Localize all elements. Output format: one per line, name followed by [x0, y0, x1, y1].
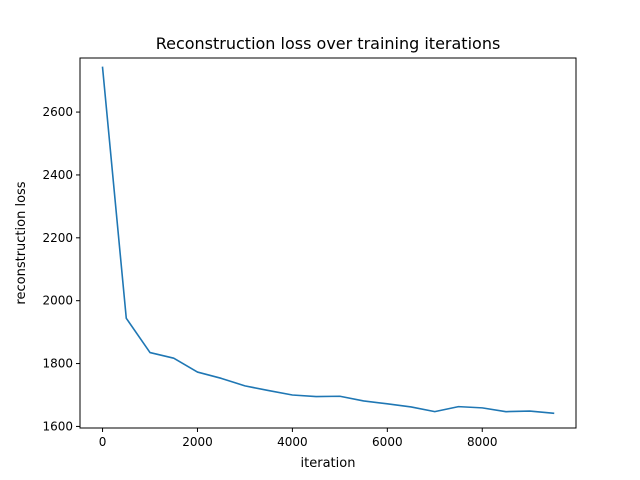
- loss-series-line: [101, 66, 555, 415]
- x-tick-label: 8000: [467, 435, 498, 449]
- y-tick-label: 1800: [42, 357, 73, 371]
- y-tick-label: 2200: [42, 231, 73, 245]
- y-tick-label: 1600: [42, 419, 73, 433]
- x-axis: 0 2000 4000 6000 8000: [99, 428, 498, 449]
- y-tick-label: 2000: [42, 294, 73, 308]
- y-tick-label: 2600: [42, 105, 73, 119]
- x-tick-label: 0: [99, 435, 107, 449]
- plot-area: [101, 66, 555, 415]
- x-tick-label: 6000: [372, 435, 403, 449]
- chart-title: Reconstruction loss over training iterat…: [156, 34, 501, 53]
- axes-frame: [79, 57, 577, 429]
- y-tick-label: 2400: [42, 168, 73, 182]
- y-axis: 1600 1800 2000 2200 2400 2600: [42, 105, 80, 433]
- x-tick-label: 4000: [277, 435, 308, 449]
- x-tick-label: 2000: [182, 435, 213, 449]
- x-axis-label: iteration: [301, 456, 356, 471]
- y-axis-label: reconstruction loss: [14, 181, 29, 304]
